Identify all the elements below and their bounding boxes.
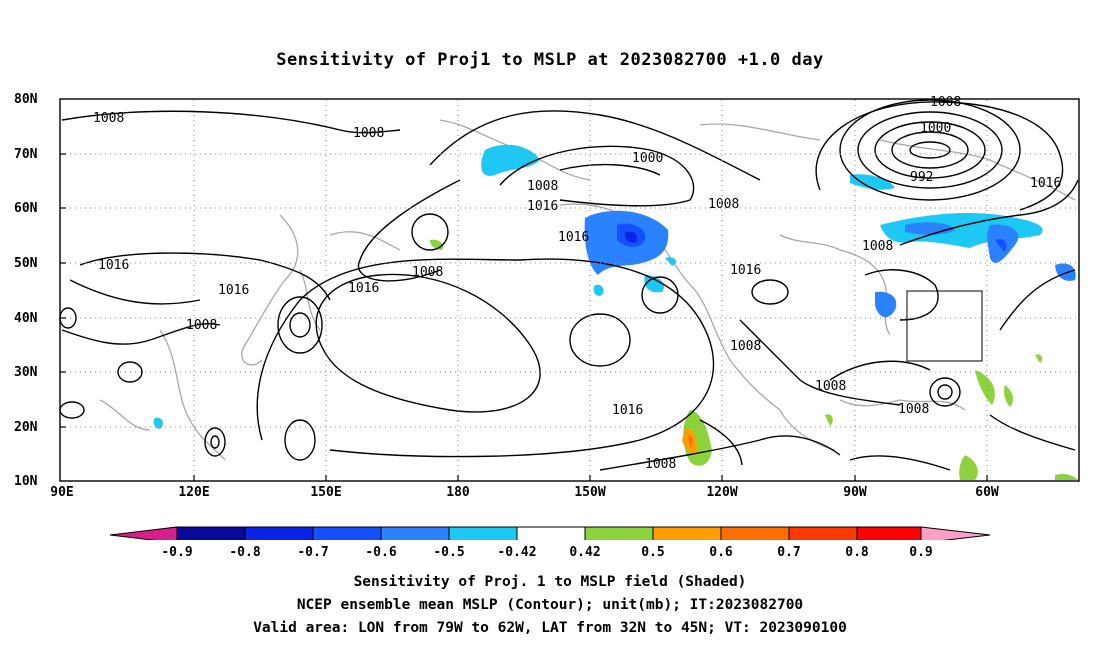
contour-label: 1008 [815,379,846,394]
mslp-contours [59,99,1079,471]
colorbar [109,526,991,540]
contour-label: 1008 [645,457,676,472]
lat-label: 20N [14,420,38,435]
lon-label: 150W [574,485,606,500]
caption-line-1: Sensitivity of Proj. 1 to MSLP field (Sh… [353,574,747,590]
contour-label: 1016 [1030,176,1061,191]
contour-label: 992 [910,170,933,185]
contour-label: 1008 [527,179,558,194]
colorbar-tick-label: -0.42 [497,545,537,560]
contour-label: 1016 [348,281,379,296]
contour-label: 1008 [862,239,893,254]
lat-label: 60N [14,201,38,216]
colorbar-right-arrow [920,526,991,540]
contour-labels: 1008 1008 1008 1000 992 1016 1016 1016 1… [93,95,1061,472]
lat-label: 80N [14,92,38,107]
lon-label: 180 [446,485,470,500]
lon-label: 90W [843,485,867,500]
lat-label: 40N [14,311,38,326]
contour-label: 1008 [412,265,443,280]
contour-label: 1016 [558,230,589,245]
map-title: Sensitivity of Proj1 to MSLP at 20230827… [276,50,824,70]
sensitivity-map: 1008 1008 1008 1000 992 1016 1016 1016 1… [59,95,1080,540]
colorbar-tick-label: -0.9 [161,545,193,560]
lon-label: 120W [706,485,738,500]
contour-label: 1008 [93,111,124,126]
colorbar-tick-label: 0.8 [845,545,869,560]
contour-label: 1008 [730,339,761,354]
lon-label: 150E [310,485,342,500]
contour-label: 1000 [920,121,951,136]
valid-area-box [906,290,983,362]
grid-lines [60,100,1078,481]
contour-label: 1008 [708,197,739,212]
contour-label: 1008 [930,95,961,110]
colorbar-tick-label: -0.6 [365,545,397,560]
caption-line-3: Valid area: LON from 79W to 62W, LAT fro… [253,620,847,636]
contour-label: 1016 [98,258,129,273]
caption-line-2: NCEP ensemble mean MSLP (Contour); unit(… [296,597,804,613]
colorbar-tick-label: -0.7 [297,545,329,560]
lat-label: 10N [14,474,38,489]
lon-label: 120E [178,485,210,500]
colorbar-tick-label: 0.7 [777,545,801,560]
lat-label: 70N [14,147,38,162]
colorbar-tick-label: -0.5 [433,545,465,560]
contour-label: 1016 [218,283,249,298]
contour-label: 1016 [527,199,558,214]
contour-label: 1016 [612,403,643,418]
lon-label: 90E [50,485,74,500]
contour-label: 1008 [898,402,929,417]
colorbar-tick-label: 0.5 [641,545,665,560]
colorbar-tick-label: -0.8 [229,545,261,560]
colorbar-tick-label: 0.9 [909,545,933,560]
lon-label: 60W [975,485,999,500]
contour-label: 1008 [353,126,384,141]
shading-negative [153,144,1076,429]
contour-label: 1016 [730,263,761,278]
lat-label: 50N [14,256,38,271]
axis-ticks [60,153,988,481]
contour-label: 1008 [186,318,217,333]
colorbar-left-arrow [109,526,178,540]
colorbar-tick-label: 0.42 [569,545,601,560]
lat-label: 30N [14,365,38,380]
map-frame [59,98,1080,482]
contour-label: 1000 [632,151,663,166]
colorbar-tick-label: 0.6 [709,545,733,560]
